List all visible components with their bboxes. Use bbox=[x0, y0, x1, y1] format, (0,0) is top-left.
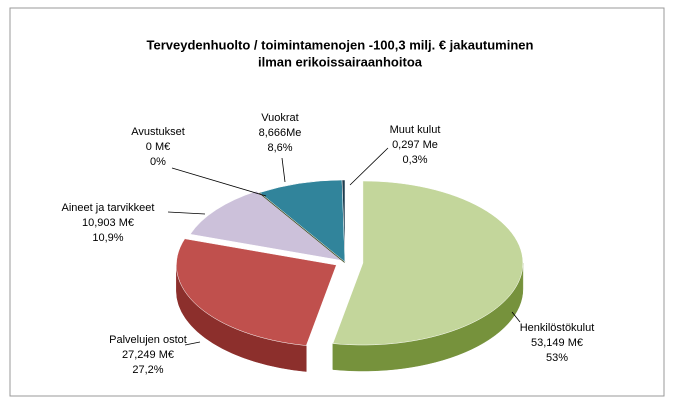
category-label: Muut kulut bbox=[390, 124, 441, 136]
chart-title: ilman erikoissairaanhoitoa bbox=[258, 54, 423, 69]
leader-line bbox=[184, 341, 201, 346]
value-label: 10,903 M€ bbox=[82, 217, 134, 229]
slice bbox=[332, 180, 524, 346]
percent-label: 8,6% bbox=[267, 142, 292, 154]
category-label: Henkilöstökulut bbox=[520, 322, 595, 334]
value-label: 0 M€ bbox=[146, 141, 170, 153]
slice bbox=[189, 190, 343, 261]
slice bbox=[259, 179, 346, 263]
percent-label: 10,9% bbox=[92, 232, 123, 244]
slice bbox=[341, 179, 346, 263]
percent-label: 53% bbox=[546, 352, 568, 364]
leader-line bbox=[281, 157, 286, 183]
slice bbox=[176, 238, 337, 346]
leader-line bbox=[511, 311, 521, 323]
category-label: Avustukset bbox=[131, 126, 185, 138]
percent-label: 27,2% bbox=[132, 364, 163, 376]
value-label: 8,666Me bbox=[259, 127, 302, 139]
value-label: 27,249 M€ bbox=[122, 349, 174, 361]
value-label: 53,149 M€ bbox=[531, 337, 583, 349]
category-label: Vuokrat bbox=[261, 112, 299, 124]
leader-line bbox=[349, 147, 389, 186]
category-label: Palvelujen ostot bbox=[109, 334, 187, 346]
value-label: 0,297 Me bbox=[392, 139, 438, 151]
percent-label: 0% bbox=[150, 156, 166, 168]
category-label: Aineet ja tarvikkeet bbox=[62, 202, 155, 214]
percent-label: 0,3% bbox=[402, 154, 427, 166]
chart-title: Terveydenhuolto / toimintamenojen -100,3… bbox=[147, 37, 534, 52]
leader-line bbox=[171, 167, 267, 197]
leader-line bbox=[167, 211, 206, 215]
